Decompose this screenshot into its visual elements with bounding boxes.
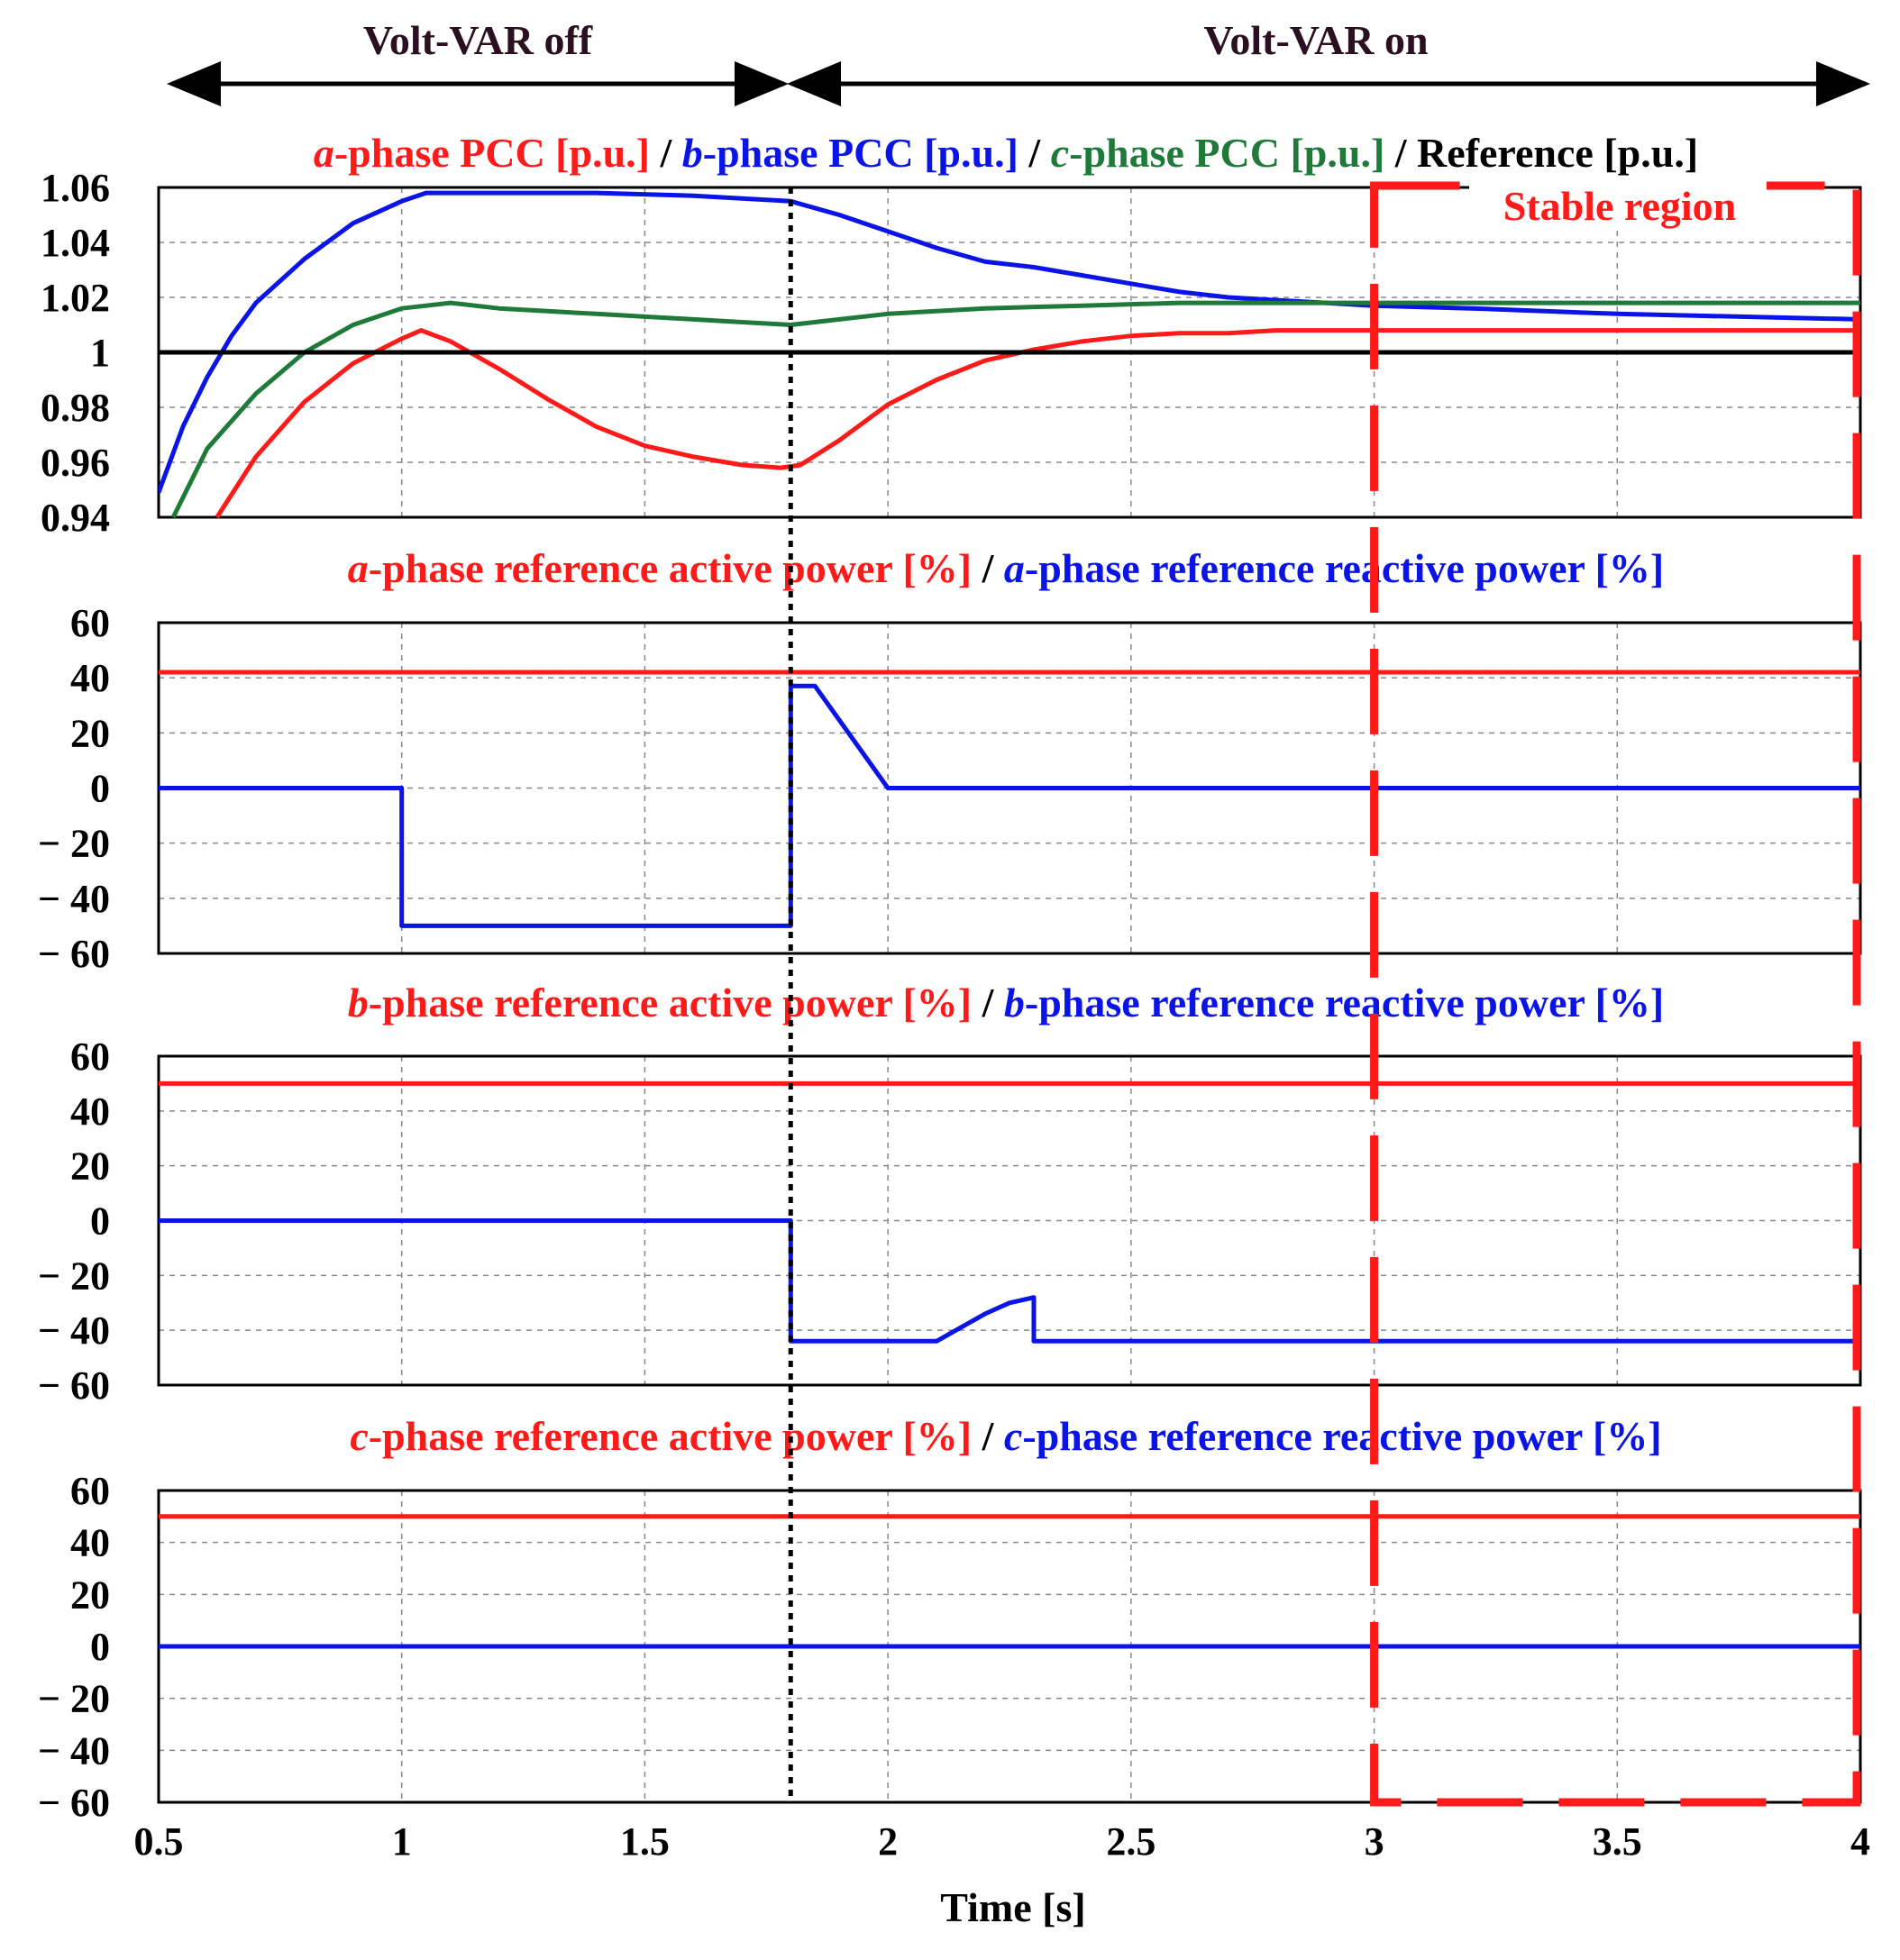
y-tick-label: 0.94 xyxy=(41,496,110,540)
panel-4: c-phase reference active power [%] / c-p… xyxy=(38,1413,1862,1825)
y-tick-label: 0 xyxy=(90,1625,110,1669)
y-tick-label: − 40 xyxy=(38,877,110,921)
panel-2-title-part: -phase reference reactive power [%] xyxy=(1025,545,1664,591)
x-axis-label: Time [s] xyxy=(940,1884,1085,1930)
panel-1-title-part: -phase PCC [p.u.] xyxy=(1069,130,1384,176)
panel-1-title-part: -phase PCC [p.u.] xyxy=(334,130,650,176)
panel-3-title-part: b xyxy=(348,980,369,1026)
series-a-phase-pcc xyxy=(215,328,1860,519)
y-tick-label: 60 xyxy=(70,1469,110,1513)
panels: a-phase PCC [p.u.] / b-phase PCC [p.u.] … xyxy=(38,130,1862,1825)
stable-region-label-bg xyxy=(1469,177,1767,231)
series-b-phase-reference-reactive-power xyxy=(159,1218,1860,1344)
x-tick-label: 1.5 xyxy=(620,1819,670,1864)
y-tick-label: − 40 xyxy=(38,1308,110,1353)
y-tick-label: 0.96 xyxy=(41,441,110,485)
y-tick-label: − 60 xyxy=(38,932,110,976)
panel-3-title-part: -phase reference reactive power [%] xyxy=(1025,980,1664,1026)
panel-4-title: c-phase reference active power [%] / c-p… xyxy=(350,1413,1661,1459)
y-tick-label: 60 xyxy=(70,601,110,645)
y-tick-label: − 60 xyxy=(38,1363,110,1408)
panel-2-title: a-phase reference active power [%] / a-p… xyxy=(348,545,1664,591)
x-tick-label: 2.5 xyxy=(1106,1819,1156,1864)
panel-4-series xyxy=(159,1514,1860,1649)
y-tick-label: − 20 xyxy=(38,1677,110,1721)
panel-3: b-phase reference active power [%] / b-p… xyxy=(38,980,1862,1408)
overlays: Stable region xyxy=(788,177,1861,1807)
x-tick-label: 3 xyxy=(1365,1819,1384,1864)
stable-region-box xyxy=(1370,181,1861,1807)
panel-1-title-part: c xyxy=(1051,130,1069,176)
y-tick-label: 20 xyxy=(70,1573,110,1617)
panel-2-title-part: -phase reference active power [%] xyxy=(369,545,972,591)
y-tick-label: 40 xyxy=(70,656,110,700)
panel-1-title-part: / Reference [p.u.] xyxy=(1384,130,1698,176)
panel-4-title-part: c xyxy=(350,1413,368,1459)
panel-1-title-part: / xyxy=(1019,130,1051,176)
volt-var-off-label: Volt-VAR off xyxy=(363,17,593,63)
y-tick-label: 20 xyxy=(70,1144,110,1189)
panel-2-title-part: / xyxy=(972,545,1004,591)
y-tick-label: − 60 xyxy=(38,1781,110,1825)
panel-1-title-part: -phase PCC [p.u.] xyxy=(703,130,1019,176)
y-tick-label: 60 xyxy=(70,1035,110,1079)
x-tick-label: 4 xyxy=(1850,1819,1870,1864)
panel-2: a-phase reference active power [%] / a-p… xyxy=(38,545,1862,976)
x-tick-label: 0.5 xyxy=(134,1819,184,1864)
panel-4-title-part: -phase reference active power [%] xyxy=(369,1413,972,1459)
volt-var-on-label: Volt-VAR on xyxy=(1203,17,1428,63)
series-c-phase-pcc xyxy=(170,300,1860,519)
panel-1: a-phase PCC [p.u.] / b-phase PCC [p.u.] … xyxy=(41,130,1862,540)
y-tick-label: 1.04 xyxy=(41,221,110,265)
y-tick-label: 1.06 xyxy=(41,166,110,210)
panel-1-title: a-phase PCC [p.u.] / b-phase PCC [p.u.] … xyxy=(314,130,1698,176)
panel-4-title-part: / xyxy=(972,1413,1004,1459)
y-tick-label: 0.98 xyxy=(41,386,110,430)
panel-1-title-part: b xyxy=(682,130,703,176)
panel-1-title-part: a xyxy=(314,130,334,176)
panel-1-title-part: / xyxy=(650,130,682,176)
y-tick-label: − 20 xyxy=(38,822,110,866)
panel-3-series xyxy=(159,1080,1860,1344)
series-b-phase-pcc xyxy=(159,190,1860,494)
panel-3-title-part: b xyxy=(1004,980,1025,1026)
panel-3-title: b-phase reference active power [%] / b-p… xyxy=(348,980,1664,1026)
x-tick-label: 2 xyxy=(878,1819,898,1864)
x-tick-label: 1 xyxy=(392,1819,412,1864)
y-tick-label: 1 xyxy=(90,331,110,375)
panel-4-title-part: -phase reference reactive power [%] xyxy=(1022,1413,1661,1459)
y-tick-label: − 20 xyxy=(38,1253,110,1298)
y-tick-label: 1.02 xyxy=(41,276,110,320)
y-tick-label: 40 xyxy=(70,1521,110,1565)
y-tick-label: 20 xyxy=(70,711,110,755)
y-tick-label: 0 xyxy=(90,767,110,811)
y-tick-label: 0 xyxy=(90,1199,110,1244)
y-tick-label: 40 xyxy=(70,1089,110,1134)
panel-4-title-part: c xyxy=(1004,1413,1022,1459)
stable-region-label: Stable region xyxy=(1503,183,1737,229)
panel-3-title-part: -phase reference active power [%] xyxy=(369,980,972,1026)
x-tick-label: 3.5 xyxy=(1593,1819,1642,1864)
panel-3-title-part: / xyxy=(972,980,1004,1026)
y-tick-label: − 40 xyxy=(38,1728,110,1773)
x-axis: 0.5 1 1.5 2 2.5 3 3.5 4 xyxy=(134,1819,1871,1864)
panel-2-series xyxy=(159,670,1860,928)
panel-1-series xyxy=(159,190,1860,519)
panel-2-title-part: a xyxy=(348,545,369,591)
panel-2-title-part: a xyxy=(1004,545,1025,591)
series-a-phase-reference-reactive-power xyxy=(159,683,1860,928)
